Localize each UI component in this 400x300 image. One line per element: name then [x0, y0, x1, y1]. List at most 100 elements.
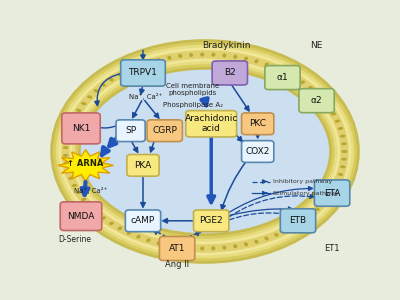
Ellipse shape [341, 158, 347, 161]
Ellipse shape [157, 58, 161, 62]
Text: SP: SP [125, 126, 136, 135]
Ellipse shape [342, 150, 347, 153]
Ellipse shape [146, 238, 150, 242]
Text: NMDA: NMDA [67, 212, 95, 221]
Ellipse shape [233, 244, 237, 248]
Ellipse shape [94, 89, 99, 92]
Ellipse shape [342, 150, 347, 153]
Ellipse shape [340, 135, 346, 138]
Ellipse shape [64, 161, 69, 165]
FancyBboxPatch shape [127, 154, 159, 176]
Ellipse shape [264, 237, 269, 241]
Polygon shape [58, 150, 114, 181]
FancyBboxPatch shape [62, 113, 100, 144]
Ellipse shape [331, 112, 336, 116]
Ellipse shape [326, 194, 332, 198]
FancyBboxPatch shape [265, 66, 300, 90]
FancyBboxPatch shape [242, 141, 274, 162]
Ellipse shape [87, 95, 92, 99]
Text: Phospholipase A₂: Phospholipase A₂ [162, 102, 222, 108]
Text: PGE2: PGE2 [199, 216, 223, 225]
FancyBboxPatch shape [212, 61, 248, 85]
FancyBboxPatch shape [125, 210, 161, 232]
Text: cAMP: cAMP [131, 216, 155, 225]
Ellipse shape [335, 180, 340, 183]
Ellipse shape [233, 55, 237, 59]
Ellipse shape [68, 177, 74, 180]
FancyBboxPatch shape [314, 180, 350, 206]
Text: AT1: AT1 [169, 244, 185, 253]
Text: NE: NE [310, 41, 323, 50]
Ellipse shape [81, 198, 86, 201]
Ellipse shape [68, 123, 74, 126]
Text: D-Serine: D-Serine [58, 235, 91, 244]
Ellipse shape [109, 78, 114, 81]
Ellipse shape [300, 80, 305, 84]
Ellipse shape [66, 169, 71, 172]
Ellipse shape [338, 127, 343, 130]
FancyBboxPatch shape [60, 202, 102, 230]
Ellipse shape [264, 62, 269, 66]
Text: Ang II: Ang II [165, 260, 189, 269]
Ellipse shape [63, 146, 68, 149]
Ellipse shape [283, 229, 288, 232]
Ellipse shape [244, 57, 248, 61]
Text: ETA: ETA [324, 189, 340, 198]
Ellipse shape [101, 83, 106, 87]
Ellipse shape [300, 219, 305, 223]
Ellipse shape [127, 68, 131, 72]
Ellipse shape [341, 142, 347, 145]
Ellipse shape [274, 66, 278, 70]
Ellipse shape [274, 233, 278, 237]
Ellipse shape [335, 120, 340, 123]
Ellipse shape [211, 52, 215, 57]
Ellipse shape [178, 54, 182, 58]
Ellipse shape [292, 75, 297, 79]
Ellipse shape [254, 59, 258, 63]
Text: α2: α2 [311, 96, 322, 105]
FancyBboxPatch shape [299, 89, 334, 113]
Ellipse shape [127, 231, 131, 235]
Text: PKC: PKC [249, 119, 266, 128]
FancyBboxPatch shape [186, 111, 237, 137]
Text: COX2: COX2 [246, 147, 270, 156]
Ellipse shape [167, 243, 172, 247]
Ellipse shape [178, 245, 182, 249]
Text: Cell membrane
phospholipids: Cell membrane phospholipids [166, 82, 219, 96]
Ellipse shape [76, 191, 81, 194]
Ellipse shape [200, 246, 204, 250]
Ellipse shape [308, 86, 313, 90]
Ellipse shape [167, 56, 172, 60]
Text: TRPV1: TRPV1 [128, 68, 158, 77]
Text: Inhibitory pathway: Inhibitory pathway [273, 179, 332, 184]
Ellipse shape [283, 70, 288, 74]
FancyBboxPatch shape [121, 60, 165, 86]
Ellipse shape [118, 73, 122, 76]
Ellipse shape [338, 173, 343, 176]
Ellipse shape [326, 105, 332, 109]
Ellipse shape [321, 98, 326, 102]
Ellipse shape [72, 116, 77, 119]
Text: ↑ ARNA: ↑ ARNA [68, 158, 104, 167]
Ellipse shape [87, 204, 92, 208]
Ellipse shape [136, 235, 141, 239]
Text: ETB: ETB [290, 216, 306, 225]
Text: PKA: PKA [134, 161, 152, 170]
Ellipse shape [72, 184, 77, 187]
FancyBboxPatch shape [280, 209, 316, 233]
Ellipse shape [94, 211, 99, 214]
Ellipse shape [81, 102, 86, 105]
Text: Arachidonic
acid: Arachidonic acid [184, 114, 238, 134]
Ellipse shape [63, 154, 68, 157]
FancyBboxPatch shape [147, 120, 182, 142]
Ellipse shape [254, 240, 258, 244]
Text: Bradykinin: Bradykinin [202, 41, 251, 50]
Text: Na⁺, Ca²⁺: Na⁺, Ca²⁺ [130, 93, 163, 100]
Ellipse shape [321, 201, 326, 205]
FancyBboxPatch shape [116, 120, 145, 142]
FancyBboxPatch shape [194, 210, 229, 232]
Ellipse shape [64, 138, 69, 142]
Text: Na⁺, Ca²⁺: Na⁺, Ca²⁺ [74, 187, 107, 194]
Ellipse shape [66, 131, 71, 134]
Ellipse shape [76, 109, 81, 112]
